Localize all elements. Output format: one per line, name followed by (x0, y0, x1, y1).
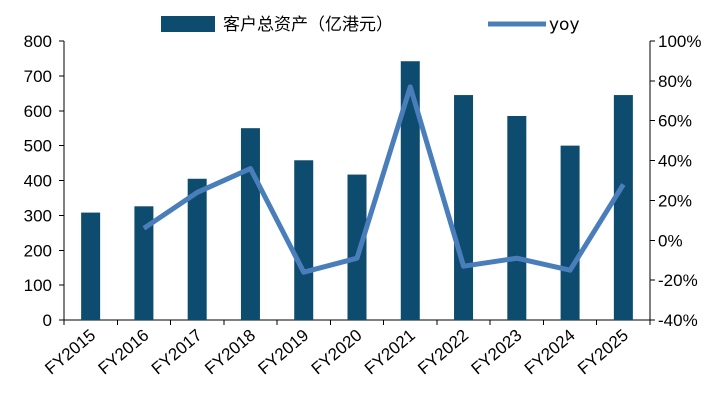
left-axis-tick-label: 100 (24, 276, 52, 295)
legend-bar-label: 客户总资产（亿港元） (223, 15, 393, 35)
bar (560, 145, 580, 320)
x-axis-tick-label: FY2024 (521, 326, 579, 379)
x-axis-tick-label: FY2015 (41, 326, 99, 379)
right-axis-tick-label: 80% (658, 72, 692, 91)
bar (454, 95, 474, 321)
right-axis-tick-label: 20% (658, 191, 692, 210)
legend: 客户总资产（亿港元） yoy (161, 15, 580, 35)
left-axis-tick-label: 400 (24, 172, 52, 191)
bar (613, 95, 633, 321)
plot-area: 0 100 200 300 400 500 600 700 800 -40% -20% 0% 20% 40… (24, 32, 702, 378)
left-axis-tick-label: 500 (24, 137, 52, 156)
left-axis-tick-label: 300 (24, 206, 52, 225)
x-axis-tick-label: FY2017 (148, 326, 206, 379)
left-axis-tick-label: 800 (24, 32, 52, 51)
x-axis-tick-label: FY2020 (308, 326, 366, 379)
x-axis-tick-label: FY2018 (201, 326, 259, 379)
right-axis-tick-label: -20% (658, 271, 698, 290)
bar (347, 174, 367, 320)
bar (81, 212, 101, 320)
bar (240, 128, 260, 320)
bar (400, 61, 420, 320)
left-axis-tick-label: 200 (24, 241, 52, 260)
x-axis-tick-label: FY2025 (574, 326, 632, 379)
right-axis-tick-label: 40% (658, 152, 692, 171)
yoy-line (142, 84, 626, 275)
left-axis-tick-label: 600 (24, 102, 52, 121)
left-axis-tick-label: 0 (43, 311, 52, 330)
x-axis-tick-label: FY2016 (95, 326, 153, 379)
bar (507, 115, 527, 320)
bar (187, 178, 207, 320)
x-axis-tick-label: FY2022 (414, 326, 472, 379)
right-axis-tick-label: -40% (658, 311, 698, 330)
x-axis-tick-label: FY2023 (468, 326, 526, 379)
x-axis-tick-label: FY2019 (254, 326, 312, 379)
left-axis-tick-label: 700 (24, 67, 52, 86)
x-axis-tick-label: FY2021 (361, 326, 419, 379)
bar (134, 206, 154, 320)
right-axis-tick-label: 100% (658, 32, 701, 51)
right-axis-tick-label: 60% (658, 112, 692, 131)
legend-line-label: yoy (549, 15, 580, 35)
right-axis-tick-label: 0% (658, 231, 683, 250)
bar (294, 160, 314, 320)
legend-bar-swatch (161, 16, 215, 32)
